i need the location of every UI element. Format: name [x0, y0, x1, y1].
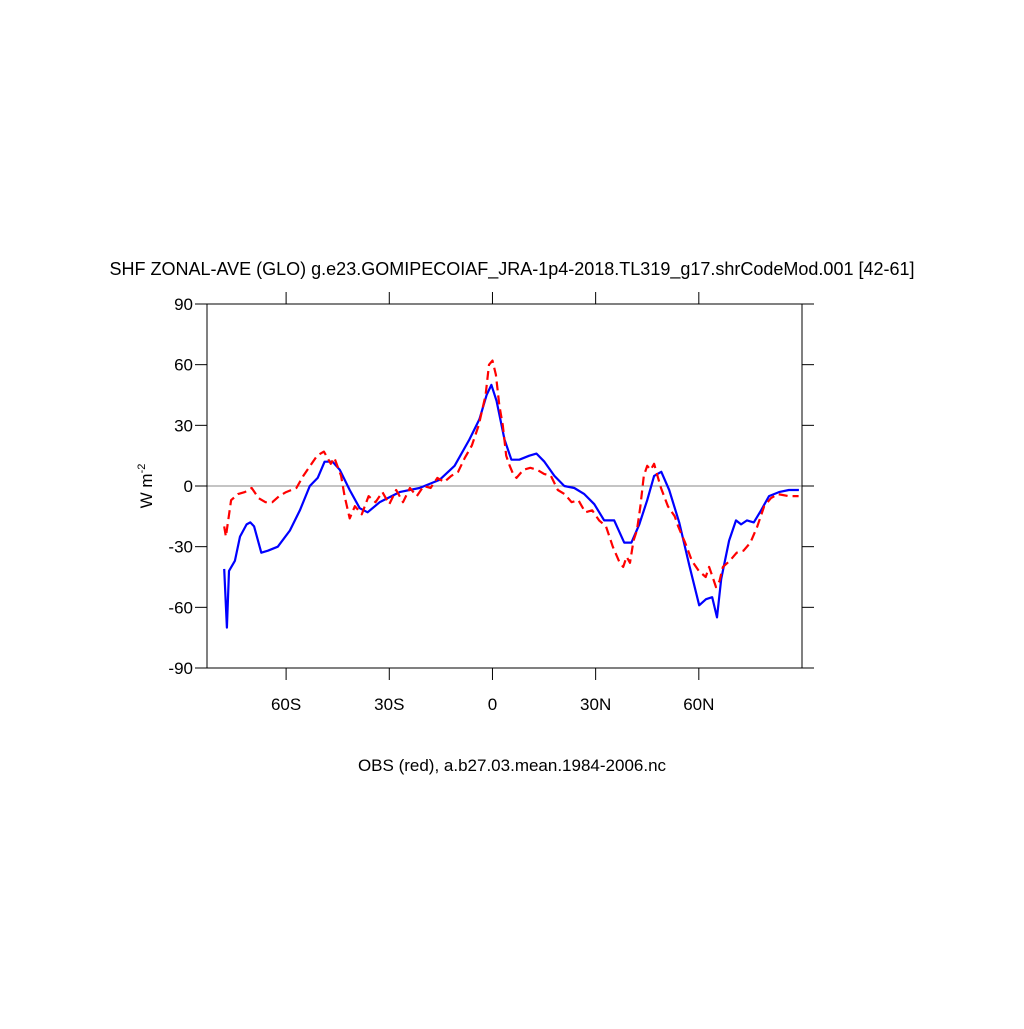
- y-axis-label-text: W m: [137, 473, 156, 508]
- x-axis-label: OBS (red), a.b27.03.mean.1984-2006.nc: [358, 756, 667, 775]
- y-tick-label: -30: [168, 538, 193, 557]
- y-axis-label: W m-2: [136, 464, 156, 509]
- y-tick-label: 30: [174, 416, 193, 435]
- chart-title: SHF ZONAL-AVE (GLO) g.e23.GOMIPECOIAF_JR…: [109, 259, 914, 280]
- y-tick-label: 0: [184, 477, 193, 496]
- plot-area: -90 -60 -30 0 30 60 90 60S 30S 0 30N 60N: [168, 292, 814, 714]
- y-tick-label: 90: [174, 295, 193, 314]
- y-tick-label: -90: [168, 659, 193, 678]
- x-tick-label: 30S: [374, 695, 404, 714]
- y-tick-label: -60: [168, 598, 193, 617]
- x-tick-label: 60S: [271, 695, 301, 714]
- y-tick-label: 60: [174, 356, 193, 375]
- y-axis-label-superscript: -2: [136, 464, 148, 474]
- series-line: [223, 359, 799, 589]
- series-line: [223, 383, 799, 629]
- x-tick-label: 0: [488, 695, 497, 714]
- x-tick-label: 60N: [683, 695, 714, 714]
- plot-frame: [206, 303, 803, 669]
- x-tick-label: 30N: [580, 695, 611, 714]
